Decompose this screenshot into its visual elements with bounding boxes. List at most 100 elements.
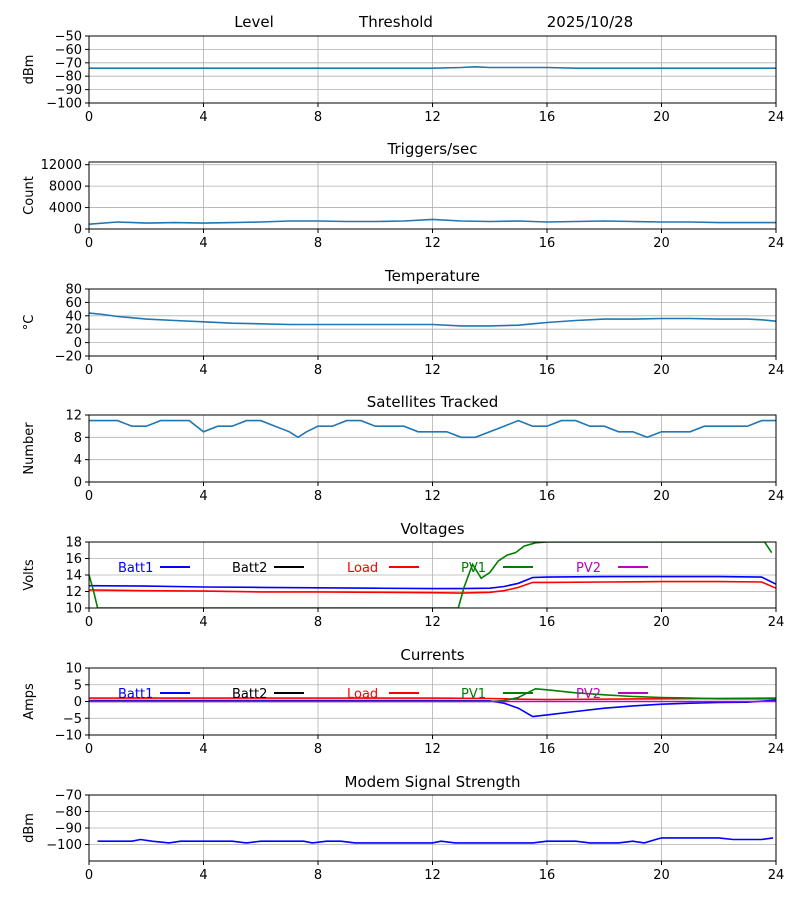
legend-label-PV1: PV1 bbox=[461, 687, 486, 702]
series-line-Load bbox=[89, 697, 776, 701]
y-tick-label: 60 bbox=[65, 296, 82, 311]
x-tick-label: 12 bbox=[424, 742, 441, 757]
series-line-0 bbox=[89, 419, 776, 439]
x-tick-label: 16 bbox=[539, 110, 556, 125]
x-tick-label: 0 bbox=[85, 363, 93, 378]
y-axis-label: Volts bbox=[22, 559, 37, 591]
x-tick-label: 8 bbox=[314, 110, 322, 125]
legend-label-Batt2: Batt2 bbox=[232, 561, 267, 576]
legend: Batt1 Batt2 Load PV1 PV2 bbox=[118, 561, 648, 576]
y-tick-label: −80 bbox=[55, 70, 82, 85]
y-tick-label: 0 bbox=[74, 695, 82, 710]
y-tick-label: 10 bbox=[65, 662, 82, 677]
x-tick-label: 0 bbox=[85, 236, 93, 251]
x-tick-label: 16 bbox=[539, 236, 556, 251]
x-tick-label: 20 bbox=[653, 236, 670, 251]
header-date: 2025/10/28 bbox=[547, 13, 633, 31]
x-tick-label: 20 bbox=[653, 489, 670, 504]
x-tick-label: 12 bbox=[424, 489, 441, 504]
legend: Batt1 Batt2 Load PV1 PV2 bbox=[118, 687, 648, 702]
x-tick-label: 8 bbox=[314, 236, 322, 251]
series-line-Batt1 bbox=[89, 575, 776, 590]
y-tick-label: −90 bbox=[55, 822, 82, 837]
x-tick-label: 12 bbox=[424, 363, 441, 378]
x-tick-label: 24 bbox=[768, 742, 785, 757]
y-tick-label: 10 bbox=[65, 602, 82, 617]
y-axis-label: dBm bbox=[22, 55, 37, 85]
series-line-0 bbox=[89, 65, 776, 69]
y-tick-label: −80 bbox=[55, 805, 82, 820]
x-tick-label: 24 bbox=[768, 236, 785, 251]
x-tick-label: 8 bbox=[314, 489, 322, 504]
y-tick-label: 4000 bbox=[49, 201, 82, 216]
x-tick-label: 16 bbox=[539, 363, 556, 378]
x-tick-label: 12 bbox=[424, 110, 441, 125]
x-tick-label: 24 bbox=[768, 363, 785, 378]
x-tick-label: 12 bbox=[424, 615, 441, 630]
legend-label-Batt1: Batt1 bbox=[118, 561, 153, 576]
y-tick-label: 5 bbox=[74, 678, 82, 693]
x-tick-label: 12 bbox=[424, 868, 441, 883]
y-tick-label: −100 bbox=[46, 838, 82, 853]
y-tick-label: −90 bbox=[55, 83, 82, 98]
y-tick-label: 0 bbox=[74, 223, 82, 238]
chart-6: 0 4 8 12 16 20 24 −100−90 −80−70 Modem Signal Str… bbox=[22, 773, 784, 883]
legend-label-Load: Load bbox=[347, 561, 378, 576]
chart-title: Satellites Tracked bbox=[367, 393, 498, 411]
x-tick-label: 4 bbox=[199, 868, 207, 883]
legend-label-Batt1: Batt1 bbox=[118, 687, 153, 702]
chart-title: Triggers/sec bbox=[387, 140, 478, 158]
y-tick-label: 12000 bbox=[41, 158, 82, 173]
header-level: Level bbox=[234, 13, 274, 31]
x-tick-label: 16 bbox=[539, 489, 556, 504]
x-tick-label: 20 bbox=[653, 363, 670, 378]
y-tick-label: 40 bbox=[65, 309, 82, 324]
chart-title: Currents bbox=[400, 646, 464, 664]
y-tick-label: 12 bbox=[65, 585, 82, 600]
y-tick-label: 20 bbox=[65, 323, 82, 338]
y-tick-label: −5 bbox=[63, 712, 82, 727]
y-axis-label: Amps bbox=[22, 683, 37, 720]
legend-label-Load: Load bbox=[347, 687, 378, 702]
chart-3: 0 4 8 12 16 20 24 0 4 8 12 Satellites Tracked Number bbox=[22, 393, 784, 504]
y-tick-label: 0 bbox=[74, 336, 82, 351]
chart-1: 0 4 8 12 16 20 24 0 4000 8000 12000 Triggers/sec Cou… bbox=[22, 140, 784, 251]
x-tick-label: 0 bbox=[85, 615, 93, 630]
x-tick-label: 8 bbox=[314, 868, 322, 883]
y-tick-label: 80 bbox=[65, 283, 82, 298]
chart-title: Voltages bbox=[400, 520, 464, 538]
y-tick-label: −70 bbox=[55, 789, 82, 804]
y-tick-label: 8000 bbox=[49, 180, 82, 195]
x-tick-label: 0 bbox=[85, 868, 93, 883]
y-tick-label: −60 bbox=[55, 43, 82, 58]
y-tick-label: −100 bbox=[46, 97, 82, 112]
series-line-Batt1 bbox=[89, 699, 776, 718]
y-tick-label: 18 bbox=[65, 536, 82, 551]
x-tick-label: 16 bbox=[539, 868, 556, 883]
x-tick-label: 16 bbox=[539, 615, 556, 630]
y-axis-label: Number bbox=[22, 422, 37, 475]
x-tick-label: 24 bbox=[768, 110, 785, 125]
x-tick-label: 8 bbox=[314, 742, 322, 757]
x-tick-label: 24 bbox=[768, 868, 785, 883]
series-line-0 bbox=[97, 837, 774, 844]
chart-title: Modem Signal Strength bbox=[345, 773, 521, 791]
y-tick-label: 12 bbox=[65, 409, 82, 424]
y-axis-label: Count bbox=[22, 176, 37, 215]
x-tick-label: 0 bbox=[85, 110, 93, 125]
y-tick-label: 0 bbox=[74, 476, 82, 491]
y-tick-label: −70 bbox=[55, 56, 82, 71]
x-tick-label: 4 bbox=[199, 742, 207, 757]
chart-0: 0 4 8 12 16 20 24 −100−90−80−70−60−50 dBm bbox=[22, 30, 784, 126]
x-tick-label: 20 bbox=[653, 742, 670, 757]
y-tick-label: 14 bbox=[65, 569, 82, 584]
x-tick-label: 20 bbox=[653, 615, 670, 630]
series-line-0 bbox=[89, 312, 776, 327]
x-tick-label: 4 bbox=[199, 489, 207, 504]
x-tick-label: 0 bbox=[85, 489, 93, 504]
x-tick-label: 8 bbox=[314, 363, 322, 378]
x-tick-label: 4 bbox=[199, 236, 207, 251]
